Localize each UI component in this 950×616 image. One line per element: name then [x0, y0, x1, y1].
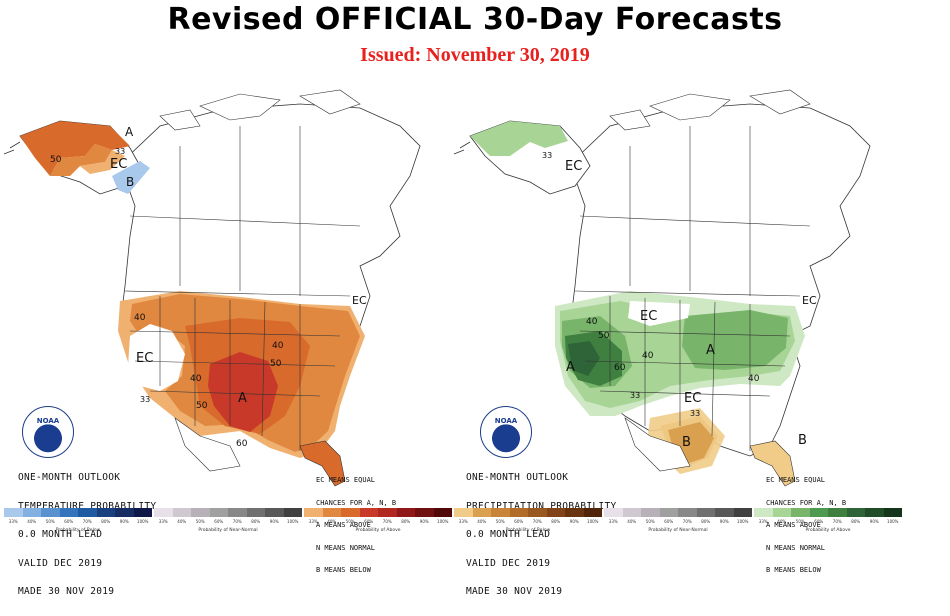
noaa-logo: NOAA: [480, 406, 532, 458]
label-60-west: 60: [614, 363, 626, 373]
ticks-precip-normal: 33% 40% 50% 60% 70% 80% 90% 100%: [608, 519, 749, 524]
ticks-temp-above: 33% 40% 50% 60% 70% 80% 90% 100%: [308, 519, 449, 524]
conus-above-50-east: [682, 310, 788, 370]
temperature-outlook-map: A EC B 50 33 EC 40 33 40 50 A 50 60 40 E…: [0, 86, 472, 596]
label-40-east: 40: [748, 374, 760, 384]
label-ec-maine: EC: [352, 294, 367, 307]
label-60-south: 60: [236, 439, 248, 449]
label-a-south: A: [238, 391, 247, 406]
label-40-west: 40: [586, 317, 598, 327]
label-ec-west: EC: [136, 351, 153, 366]
label-33-mid: 33: [630, 391, 640, 400]
ticks-temp-below: 33% 40% 50% 60% 70% 80% 90% 100%: [8, 519, 149, 524]
caption-temp-below: Probability of Below: [55, 528, 101, 533]
label-a-alaska: A: [125, 125, 134, 139]
florida: [299, 440, 346, 487]
label-ec-northwest: EC: [640, 309, 657, 324]
label-ec-south: EC: [684, 391, 701, 406]
label-b-texas: B: [682, 435, 691, 450]
noaa-logo: NOAA: [22, 406, 74, 458]
aleutians: [453, 141, 471, 155]
temp-outlook-caption: ONE-MONTH OUTLOOK TEMPERATURE PROBABILIT…: [18, 472, 157, 597]
label-a-east: A: [706, 343, 715, 358]
florida: [749, 440, 796, 487]
alaska-above-40: [50, 144, 112, 176]
colorbar-temp-above: [304, 508, 452, 517]
ticks-temp-normal: 33% 40% 50% 60% 70% 80% 90% 100%: [158, 519, 299, 524]
ticks-precip-below: 33% 40% 50% 60% 70% 80% 90% 100%: [458, 519, 599, 524]
label-33-alaska: 33: [542, 151, 552, 160]
arctic-islands: [159, 89, 361, 131]
alaska-above-50: [20, 121, 130, 176]
label-33-west: 33: [140, 395, 150, 404]
label-b-florida: B: [798, 433, 807, 448]
colorbar-temp-normal: [154, 508, 302, 517]
mexico: [624, 417, 691, 472]
label-ec-alaska: EC: [110, 157, 127, 172]
colorbar-precip-normal: [604, 508, 752, 517]
ticks-precip-above: 33% 40% 50% 60% 70% 80% 90% 100%: [758, 519, 899, 524]
temp-legend-note: EC MEANS EQUAL CHANCES FOR A, N, B A MEA…: [316, 476, 397, 574]
label-50-east: 50: [270, 359, 282, 369]
precipitation-outlook-map: EC 33 EC A A 40 50 60 40 40 EC 33 33 B B…: [450, 86, 922, 596]
caption-precip-below: Probability of Below: [505, 528, 551, 533]
aleutians: [3, 141, 21, 155]
mexico: [174, 417, 241, 472]
conus-above-60: [208, 352, 278, 432]
alaska-below-33: [112, 161, 150, 194]
page-title: Revised OFFICIAL 30-Day Forecasts: [167, 2, 783, 37]
precipitation-map-graphic: EC 33 EC A A 40 50 60 40 40 EC 33 33 B B…: [453, 89, 871, 487]
boundary-lines: [574, 126, 811, 451]
label-40-mid: 40: [642, 351, 654, 361]
precip-legend-note: EC MEANS EQUAL CHANCES FOR A, N, B A MEA…: [766, 476, 847, 574]
caption-temp-normal: Probability of Near-Normal: [198, 528, 258, 533]
label-33-south: 33: [690, 409, 700, 418]
label-ec-alaska: EC: [565, 159, 582, 174]
caption-temp-above: Probability of Above: [355, 528, 401, 533]
colorbar-precip-below: [454, 508, 602, 517]
colorbar-temp-below: [4, 508, 152, 517]
label-40-mid: 40: [190, 374, 202, 384]
label-40-east: 40: [272, 341, 284, 351]
caption-precip-normal: Probability of Near-Normal: [648, 528, 708, 533]
label-50-mid: 50: [196, 401, 208, 411]
caption-precip-above: Probability of Above: [805, 528, 851, 533]
precip-outlook-caption: ONE-MONTH OUTLOOK PRECIPITATION PROBABIL…: [466, 472, 617, 597]
issued-date: Issued: November 30, 2019: [360, 44, 590, 66]
label-b-alaska: B: [126, 175, 134, 189]
arctic-islands: [609, 89, 811, 131]
label-50-west: 50: [598, 331, 610, 341]
label-ec-maine: EC: [802, 294, 817, 307]
colorbar-precip-above: [754, 508, 902, 517]
boundary-lines: [124, 126, 361, 451]
label-33-alaska: 33: [115, 147, 125, 156]
temperature-map-graphic: A EC B 50 33 EC 40 33 40 50 A 50 60 40 E…: [3, 89, 421, 487]
label-a-west: A: [566, 360, 575, 375]
conus-ec-north: [628, 301, 690, 326]
conus-above-70-west: [568, 341, 600, 376]
label-40-west: 40: [134, 313, 146, 323]
alaska-above-33: [80, 150, 125, 174]
label-50-alaska: 50: [50, 155, 62, 165]
alaska-above-33: [470, 121, 568, 156]
conus-ec-west: [128, 324, 185, 391]
